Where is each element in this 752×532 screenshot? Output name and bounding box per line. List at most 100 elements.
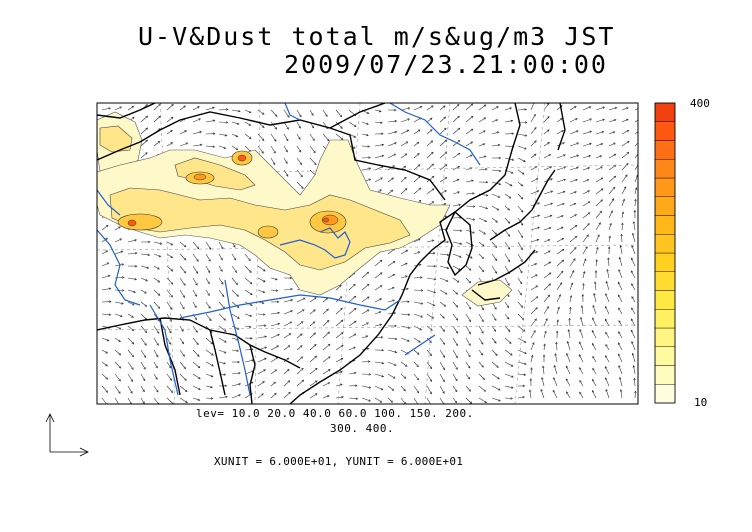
wind-vector <box>413 106 423 111</box>
wind-vector-head <box>547 294 551 298</box>
wind-vector-head <box>417 352 420 355</box>
wind-vector-head <box>145 139 148 143</box>
wind-vector <box>566 353 571 363</box>
wind-vector <box>633 221 636 231</box>
wind-vector-head <box>381 374 385 378</box>
wind-vector <box>631 257 636 267</box>
wind-vector <box>270 334 280 339</box>
wind-vector-head <box>312 138 315 142</box>
wind-vector-head <box>181 329 184 332</box>
wind-vector-head <box>183 270 187 274</box>
wind-vector <box>205 265 211 273</box>
wind-vector <box>244 277 252 285</box>
wind-vector-head <box>542 365 545 369</box>
wind-vector <box>335 307 343 315</box>
wind-vector <box>543 103 550 111</box>
wind-vector-head <box>105 377 109 380</box>
wind-vector-head <box>210 385 213 389</box>
wind-vector-head <box>432 303 436 306</box>
wind-vector <box>517 205 524 213</box>
wind-vector-head <box>604 366 608 369</box>
wind-vector <box>387 349 397 353</box>
wind-vector-head <box>444 164 448 167</box>
wind-vector-head <box>524 351 527 354</box>
wind-vector-head <box>432 252 436 255</box>
wind-vector <box>283 310 293 315</box>
wind-vector <box>595 259 598 267</box>
wind-vector-head <box>433 290 437 294</box>
dust-peak-1 <box>321 214 339 226</box>
wind-vector-head <box>484 219 488 222</box>
wind-vector <box>620 389 623 399</box>
wind-vector <box>605 366 610 375</box>
wind-vector <box>504 120 513 123</box>
wind-vector-head <box>381 361 385 365</box>
wind-vector-head <box>574 225 578 228</box>
wind-vector-head <box>170 116 174 120</box>
wind-vector <box>153 349 159 357</box>
wind-vector <box>541 377 545 387</box>
wind-vector <box>452 337 458 346</box>
wind-vector-head <box>237 316 240 319</box>
wind-vector <box>568 329 571 339</box>
wind-vector <box>179 397 188 403</box>
wind-vector <box>595 234 600 243</box>
wind-vector-head <box>105 237 108 241</box>
wind-vector <box>595 166 603 171</box>
wind-vector <box>335 296 343 303</box>
wind-vector <box>413 175 421 183</box>
wind-vector-head <box>223 362 226 365</box>
wind-vector <box>452 127 460 135</box>
wind-vector-head <box>109 300 112 303</box>
wind-vector-head <box>158 254 162 258</box>
wind-vector <box>530 215 540 219</box>
wind-vector-head <box>507 208 510 211</box>
wind-vector-head <box>248 325 252 329</box>
wind-vector <box>491 265 498 274</box>
wind-vector-head <box>290 310 294 313</box>
wind-vector-head <box>442 329 445 332</box>
wind-vector-head <box>157 293 161 296</box>
wind-vector-head <box>618 353 621 357</box>
wind-vector-head <box>494 245 498 248</box>
wind-vector <box>387 299 395 303</box>
wind-vector-head <box>574 106 577 109</box>
wind-vector <box>606 269 610 279</box>
wind-vector <box>465 154 473 159</box>
colorbar-segment <box>654 290 676 310</box>
wind-vector <box>465 116 474 123</box>
wind-vector-head <box>212 106 215 110</box>
wind-vector-head <box>468 343 471 347</box>
wind-vector-head <box>520 210 524 213</box>
river-india <box>149 304 179 396</box>
wind-vector <box>296 356 303 363</box>
wind-vector <box>192 385 201 390</box>
wind-vector <box>491 337 497 344</box>
wind-vector <box>465 325 471 334</box>
wind-vector-head <box>238 109 241 113</box>
wind-vector-head <box>341 395 344 399</box>
wind-vector <box>517 325 526 332</box>
wind-vector <box>595 131 604 135</box>
wind-vector <box>101 361 108 367</box>
wind-vector-head <box>548 272 552 275</box>
wind-vector-head <box>442 105 446 108</box>
wind-vector-head <box>417 251 421 254</box>
wind-vector-head <box>547 142 550 145</box>
wind-vector-head <box>530 367 533 370</box>
wind-vector-head <box>249 314 253 317</box>
wind-vector <box>569 203 576 207</box>
wind-vector-head <box>196 342 199 346</box>
wind-vector <box>140 349 147 358</box>
colorbar-segment <box>654 140 676 160</box>
wind-vector-head <box>394 131 398 134</box>
wind-vector-head <box>442 316 445 319</box>
wind-vector-head <box>405 262 408 265</box>
wind-vector-head <box>286 357 290 360</box>
wind-vector <box>127 252 137 255</box>
river-east-tributary <box>404 334 436 356</box>
wind-vector <box>504 313 510 320</box>
wind-vector <box>452 153 460 159</box>
wind-vector <box>309 368 318 375</box>
wind-vector-head <box>511 132 515 135</box>
